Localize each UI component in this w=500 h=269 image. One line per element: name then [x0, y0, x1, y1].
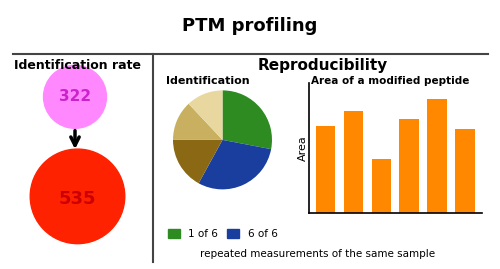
Text: PTM profiling: PTM profiling: [182, 17, 318, 34]
Text: Area of a modified peptide: Area of a modified peptide: [311, 76, 469, 86]
Wedge shape: [173, 140, 222, 183]
Bar: [427, 99, 446, 213]
Text: 535: 535: [59, 190, 96, 208]
Text: 322: 322: [59, 89, 91, 104]
Text: Identification: Identification: [166, 76, 250, 86]
Ellipse shape: [30, 149, 125, 244]
Bar: [316, 126, 336, 213]
Bar: [344, 111, 364, 213]
Y-axis label: Area: Area: [298, 135, 308, 161]
Text: repeated measurements of the same sample: repeated measurements of the same sample: [200, 249, 435, 259]
Wedge shape: [198, 140, 271, 189]
Bar: [400, 119, 419, 213]
Bar: [455, 129, 474, 213]
Bar: [372, 159, 391, 213]
Wedge shape: [188, 90, 222, 140]
Circle shape: [44, 65, 106, 128]
Wedge shape: [173, 104, 222, 140]
Wedge shape: [222, 90, 272, 149]
Legend: 1 of 6, 6 of 6: 1 of 6, 6 of 6: [164, 225, 282, 243]
Text: Reproducibility: Reproducibility: [258, 58, 388, 73]
Text: Identification rate: Identification rate: [14, 59, 141, 72]
